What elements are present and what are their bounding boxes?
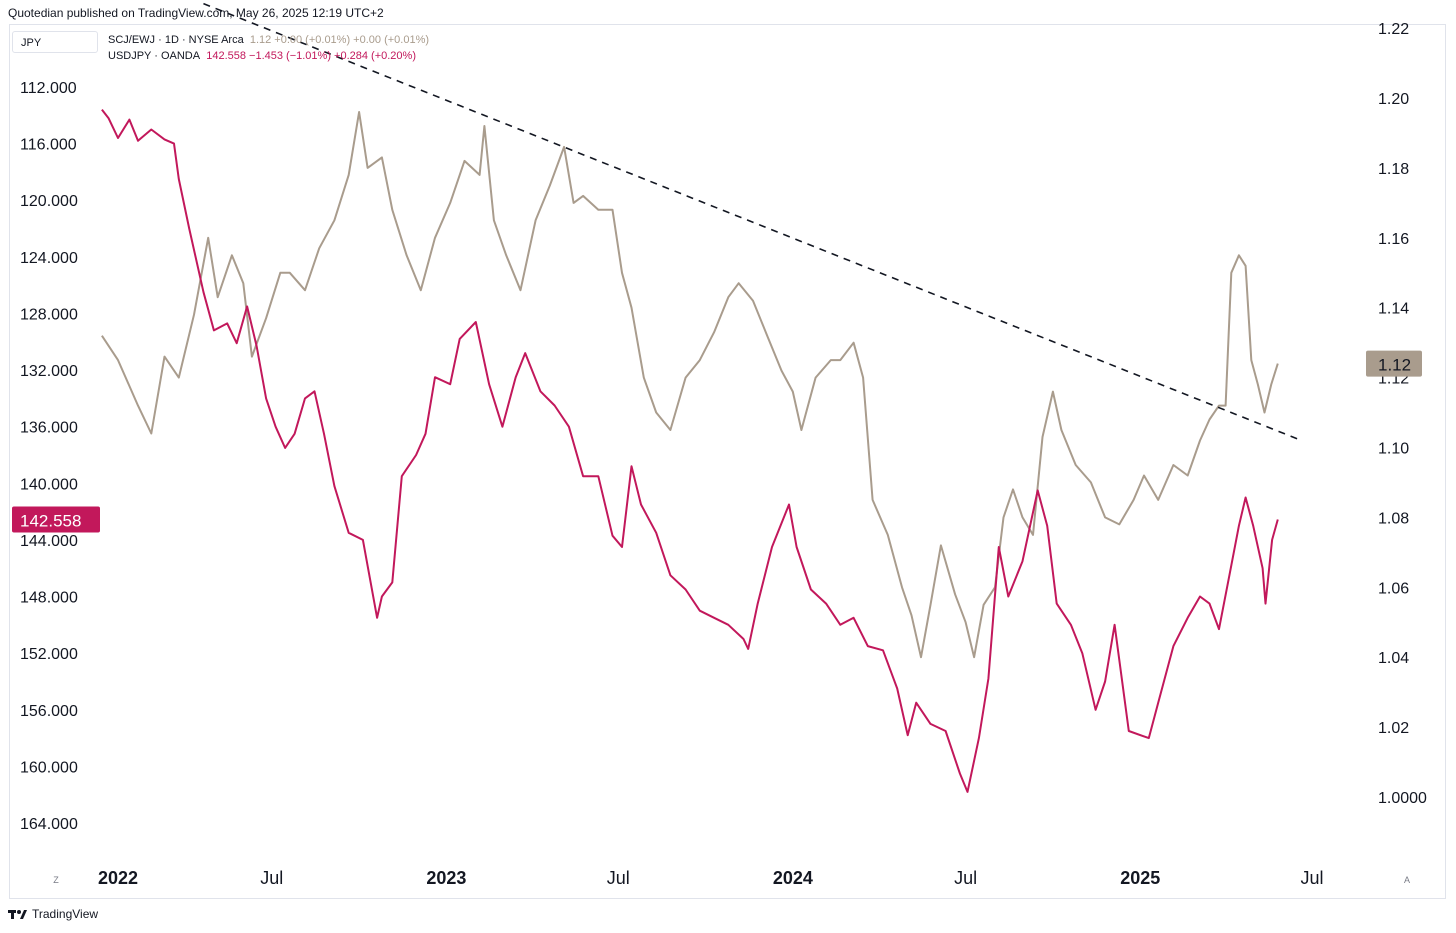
tradingview-footer: TradingView xyxy=(8,907,98,921)
legend-usdjpy-values: 142.558 −1.453 (−1.01%) +0.284 (+0.20%) xyxy=(206,50,416,62)
left-axis-tick-label: 112.000 xyxy=(20,80,77,97)
right-axis-tick-label: 1.16 xyxy=(1378,231,1409,248)
left-axis-tick-label: 116.000 xyxy=(20,137,77,154)
x-axis-tick-label: Jul xyxy=(954,868,977,888)
tradingview-logo-icon xyxy=(8,910,27,919)
left-axis-tick-label: 160.000 xyxy=(20,759,78,776)
ratio-last-value-badge xyxy=(1366,350,1422,377)
left-axis-tick-label: 128.000 xyxy=(20,306,78,323)
legend-series-ratio[interactable]: SCJ/EWJ · 1D · NYSE Arca 1.12 +0.00 (+0.… xyxy=(108,34,429,46)
right-axis-tick-label: 1.14 xyxy=(1378,301,1409,318)
left-axis-tick-label: 132.000 xyxy=(20,363,78,380)
left-scale-toggle[interactable]: Z xyxy=(53,875,59,885)
right-axis-tick-label: 1.18 xyxy=(1378,161,1409,178)
x-axis-tick-label: 2025 xyxy=(1120,868,1160,888)
right-axis-tick-label: 1.04 xyxy=(1378,650,1409,667)
legend-ratio-symbol: SCJ/EWJ · 1D · NYSE Arca xyxy=(108,34,244,46)
left-axis-tick-label: 148.000 xyxy=(20,590,78,607)
ratio-last-value-label: 1.12 xyxy=(1378,356,1411,375)
series-line-usdjpy[interactable] xyxy=(101,108,1279,793)
left-axis-tick-label: 152.000 xyxy=(20,646,78,663)
legend-usdjpy-symbol: USDJPY · OANDA xyxy=(108,50,201,62)
x-axis-tick-label: Jul xyxy=(1300,868,1323,888)
right-axis-tick-label: 1.06 xyxy=(1378,580,1409,597)
usdjpy-last-value-badge xyxy=(12,506,100,533)
right-axis-tick-label: 1.10 xyxy=(1378,441,1409,458)
dashed-trendline[interactable] xyxy=(203,2,1302,442)
legend-ratio-values: 1.12 +0.00 (+0.01%) +0.00 (+0.01%) xyxy=(249,34,430,46)
currency-symbol-box[interactable]: JPY xyxy=(12,31,98,53)
right-axis-tick-label: 1.22 xyxy=(1378,21,1409,38)
x-axis-tick-label: Jul xyxy=(260,868,283,888)
right-axis-tick-label: 1.02 xyxy=(1378,720,1409,737)
legend-series-usdjpy[interactable]: USDJPY · OANDA 142.558 −1.453 (−1.01%) +… xyxy=(108,50,416,62)
tradingview-brand: TradingView xyxy=(32,907,99,921)
left-axis-tick-label: 156.000 xyxy=(20,703,78,720)
x-axis-tick-label: Jul xyxy=(607,868,630,888)
x-axis-tick-label: 2022 xyxy=(98,868,138,888)
left-axis-tick-label: 124.000 xyxy=(20,250,78,267)
left-axis-tick-label: 120.000 xyxy=(20,193,78,210)
left-axis-tick-label: 136.000 xyxy=(20,420,78,437)
publish-attribution: Quotedian published on TradingView.com, … xyxy=(8,6,384,20)
usdjpy-last-value-label: 142.558 xyxy=(20,512,81,531)
x-axis-tick-label: 2023 xyxy=(426,868,466,888)
chart-frame xyxy=(9,24,1446,899)
x-axis-tick-label: 2024 xyxy=(773,868,813,888)
right-axis-tick-label: 1.0000 xyxy=(1378,790,1427,807)
right-axis-tick-label: 1.20 xyxy=(1378,91,1409,108)
left-axis-tick-label: 140.000 xyxy=(20,476,78,493)
auto-scale-toggle[interactable]: A xyxy=(1403,875,1410,885)
right-axis-tick-label: 1.08 xyxy=(1378,510,1409,527)
left-axis-tick-label: 144.000 xyxy=(20,533,78,550)
left-axis-tick-label: 164.000 xyxy=(20,816,78,833)
series-line-scj-ewj[interactable] xyxy=(101,111,1279,659)
